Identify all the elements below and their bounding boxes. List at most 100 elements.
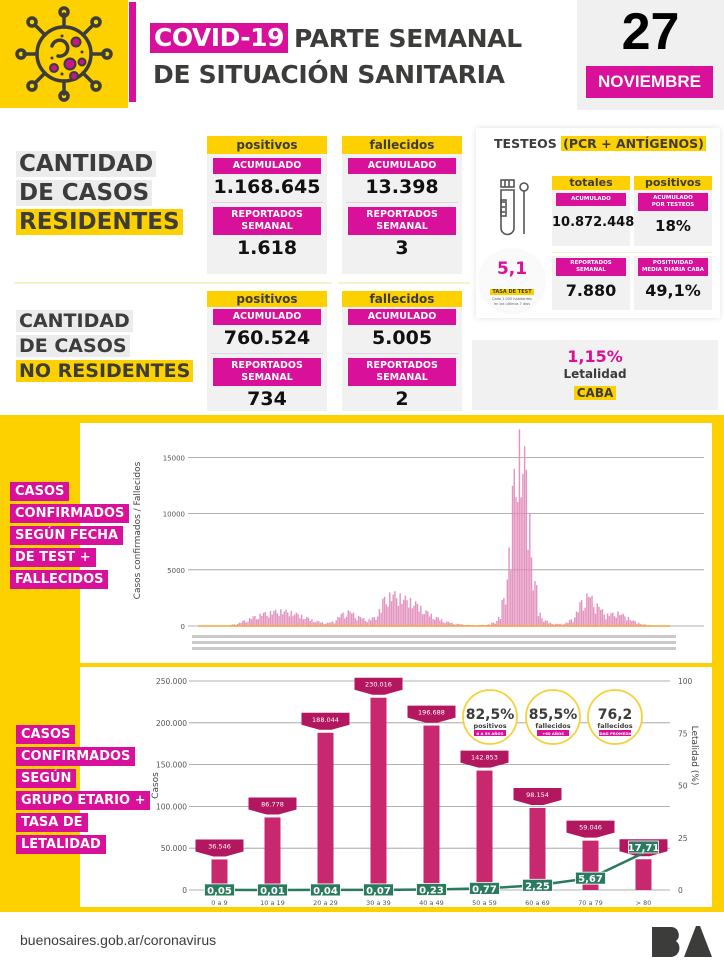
area-bar [570, 619, 573, 626]
area-bar [280, 609, 282, 626]
label-line: SEMANAL [576, 267, 606, 273]
area-bar [548, 623, 550, 626]
area-bar [240, 622, 242, 626]
area-bar [376, 616, 379, 626]
area-bar [558, 624, 560, 626]
x-tick-label: 0 a 9 [211, 899, 227, 907]
title-word: DE CASOS [16, 180, 153, 206]
acumulado-value: 1.168.645 [213, 176, 321, 198]
letalidad-label-bg [628, 840, 659, 854]
bar [423, 725, 440, 890]
area-bar [347, 610, 349, 626]
chart2-side-label: CASOS CONFIRMADOS SEGÚN GRUPO ETARIO + T… [16, 725, 151, 857]
area-bar [515, 497, 517, 626]
area-bar [603, 614, 605, 626]
bar-label-bg [566, 820, 615, 838]
area-bar [503, 597, 505, 626]
testeos-positividad-card: POSITIVIDAD MEDIA DIARIA CABA 49,1% [634, 256, 712, 310]
label-line: POR TESTEOS [651, 202, 695, 208]
area-bar [316, 620, 318, 626]
area-bar [395, 598, 398, 626]
area-bar [636, 623, 638, 626]
y2-axis-label: Letalidad (%) [689, 726, 699, 786]
x-tick-label: 60 a 69 [525, 899, 550, 907]
chart-casos-fecha-panel: 0 5000 10000 15000 Casos confirmados / Falle… [80, 423, 712, 663]
semanal-label: REPORTADOS SEMANAL [348, 358, 456, 386]
area-bar [549, 622, 552, 626]
area-bar [271, 614, 273, 626]
side-label-line: LETALIDAD [16, 835, 106, 854]
y2-tick-label: 25 [678, 834, 688, 843]
area-bar [544, 620, 547, 626]
tasa-sub: en los últimos 7 días [493, 302, 531, 306]
bar-label: 86.778 [261, 800, 284, 808]
area-bar [522, 473, 524, 626]
y-tick-label: 100.000 [156, 802, 187, 811]
area-bar [300, 614, 303, 626]
letalidad-label: 0,01 [260, 886, 285, 897]
card-head: positivos [634, 176, 712, 190]
bar-label-bg [354, 677, 403, 695]
letalidad-region: CABA [573, 386, 617, 400]
area-bar [404, 595, 407, 626]
bubble-sub-bg [474, 730, 506, 736]
area-bar [399, 593, 401, 626]
area-bar [283, 611, 286, 626]
letalidad-label: 17,71 [628, 843, 660, 854]
semanal-label: REPORTADOS SEMANAL [213, 358, 321, 386]
area-bar [420, 605, 422, 626]
bubble-sub-bg [537, 730, 569, 736]
title-word: CANTIDAD [16, 151, 157, 177]
divider [338, 282, 470, 284]
area-bar [518, 429, 521, 626]
bar-label-bg [513, 787, 562, 805]
no-residentes-positivos-card: positivos ACUMULADO 760.524 REPORTADOS SE… [207, 291, 327, 411]
side-label-line: DE TEST + [10, 548, 96, 567]
y2-tick-label: 50 [678, 782, 688, 791]
footer-url[interactable]: buenosaires.gob.ar/coronavirus [20, 932, 217, 948]
area-bar [511, 485, 514, 626]
acumulado-label: ACUMULADO [348, 309, 456, 325]
side-label-line: FALLECIDOS [10, 570, 109, 589]
area-bar [299, 618, 301, 626]
semanal-value: 1.618 [236, 237, 298, 259]
area-bar [501, 600, 503, 626]
bar [317, 732, 334, 890]
area-bar [565, 622, 567, 626]
letalidad-label: 0,23 [419, 886, 444, 897]
area-bar [513, 468, 515, 626]
side-label-line: CONFIRMADOS [10, 504, 130, 523]
area-bar [608, 616, 611, 626]
bar-label-bg [195, 839, 244, 857]
area-bar [516, 502, 519, 626]
bar [635, 859, 652, 890]
area-bar [492, 622, 495, 626]
area-bar [357, 615, 360, 626]
area-bar [551, 624, 554, 626]
area-bar [401, 603, 403, 626]
bar-label: 142.853 [471, 754, 498, 762]
area-bar [268, 617, 270, 626]
area-bar [629, 619, 631, 626]
area-bar [530, 557, 533, 626]
title-rest: PARTE SEMANAL [293, 23, 522, 53]
area-bar [487, 624, 490, 626]
area-bar [577, 612, 579, 626]
area-bar [541, 618, 543, 626]
chart-grupo-etario-panel: 0 50.000 100.000 150.000 200.000 250.000 0 25 50… [80, 667, 712, 907]
title-highlight: COVID-19 [150, 23, 288, 53]
divider [14, 282, 332, 284]
logo-box [0, 0, 128, 108]
area-bar [255, 619, 258, 626]
letalidad-label: 0,04 [313, 886, 338, 897]
area-bar [536, 585, 538, 626]
area-bar [250, 619, 253, 626]
bubble-label: positivos [473, 722, 506, 730]
y-tick-label: 150.000 [156, 761, 187, 770]
area-bar [254, 615, 256, 626]
area-bar [297, 614, 299, 626]
area-bar [252, 616, 254, 626]
area-bar [580, 600, 583, 626]
area-bar [390, 601, 393, 626]
